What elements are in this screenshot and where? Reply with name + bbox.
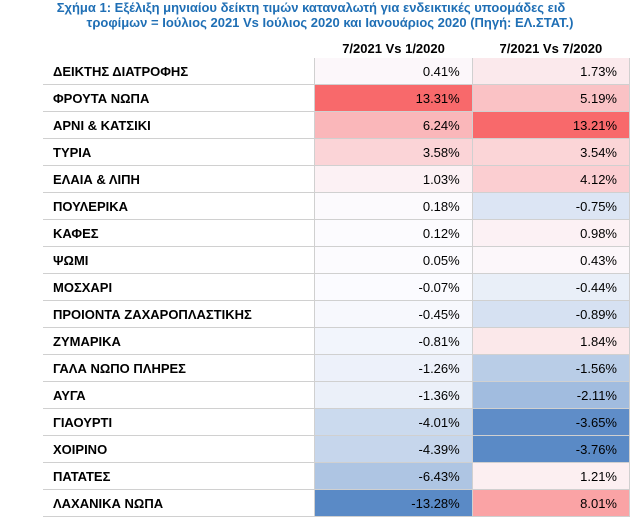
table-row: ΖΥΜΑΡΙΚΑ -0.81% 1.84% xyxy=(43,327,630,355)
heatmap-cell: -0.89% xyxy=(471,300,630,328)
heatmap-cell: -6.43% xyxy=(314,462,473,490)
heatmap-cell: 5.19% xyxy=(471,84,630,112)
row-category-label: ΑΥΓΑ xyxy=(43,381,315,409)
heatmap-cell: 4.12% xyxy=(471,165,630,193)
heatmap-cell: 0.41% xyxy=(314,58,473,85)
table-row: ΠΟΥΛΕΡΙΚΑ 0.18% -0.75% xyxy=(43,192,630,220)
heatmap-cell: 1.73% xyxy=(471,58,630,85)
table-row: ΠΡΟΙΟΝΤΑ ΖΑΧΑΡΟΠΛΑΣΤΙΚΗΣ -0.45% -0.89% xyxy=(43,300,630,328)
row-category-label: ΤΥΡΙΑ xyxy=(43,138,315,166)
row-category-label: ΔΕΙΚΤΗΣ ΔΙΑΤΡΟΦΗΣ xyxy=(43,58,315,85)
table-row: ΠΑΤΑΤΕΣ -6.43% 1.21% xyxy=(43,462,630,490)
heatmap-cell: 1.21% xyxy=(471,462,630,490)
heatmap-cell: -1.26% xyxy=(314,354,473,382)
heatmap-cell: 0.18% xyxy=(314,192,473,220)
heatmap-cell: 3.54% xyxy=(471,138,630,166)
table-row: ΤΥΡΙΑ 3.58% 3.54% xyxy=(43,138,630,166)
chart-title: Σχήμα 1: Εξέλιξη μηνιαίου δείκτη τιμών κ… xyxy=(0,0,630,30)
table-row: ΛΑΧΑΝΙΚΑ ΝΩΠΑ -13.28% 8.01% xyxy=(43,489,630,517)
table-row: ΧΟΙΡΙΝΟ -4.39% -3.76% xyxy=(43,435,630,463)
row-category-label: ΨΩΜΙ xyxy=(43,246,315,274)
table-row: ΑΥΓΑ -1.36% -2.11% xyxy=(43,381,630,409)
row-category-label: ΖΥΜΑΡΙΚΑ xyxy=(43,327,315,355)
heatmap-cell: 0.12% xyxy=(314,219,473,247)
chart-title-line-1: Σχήμα 1: Εξέλιξη μηνιαίου δείκτη τιμών κ… xyxy=(56,0,566,15)
heatmap-cell: -3.65% xyxy=(471,408,630,436)
table-body: ΔΕΙΚΤΗΣ ΔΙΑΤΡΟΦΗΣ 0.41% 1.73% ΦΡΟΥΤΑ ΝΩΠΑ 13… xyxy=(43,58,630,517)
heatmap-cell: -0.44% xyxy=(471,273,630,301)
row-category-label: ΠΟΥΛΕΡΙΚΑ xyxy=(43,192,315,220)
heatmap-cell: 13.21% xyxy=(471,111,630,139)
header-row: 7/2021 Vs 1/2020 7/2021 Vs 7/2020 xyxy=(43,38,630,58)
row-category-label: ΠΡΟΙΟΝΤΑ ΖΑΧΑΡΟΠΛΑΣΤΙΚΗΣ xyxy=(43,300,315,328)
heatmap-cell: -13.28% xyxy=(314,489,473,517)
heatmap-cell: 8.01% xyxy=(471,489,630,517)
row-category-label: ΑΡΝΙ & ΚΑΤΣΙΚΙ xyxy=(43,111,315,139)
row-category-label: ΓΑΛΑ ΝΩΠΟ ΠΛΗΡΕΣ xyxy=(43,354,315,382)
heatmap-cell: -0.75% xyxy=(471,192,630,220)
heatmap-cell: -4.01% xyxy=(314,408,473,436)
heatmap-cell: -0.81% xyxy=(314,327,473,355)
row-category-label: ΕΛΑΙΑ & ΛΙΠΗ xyxy=(43,165,315,193)
heatmap-cell: -0.07% xyxy=(314,273,473,301)
table-row: ΓΑΛΑ ΝΩΠΟ ΠΛΗΡΕΣ -1.26% -1.56% xyxy=(43,354,630,382)
row-category-label: ΜΟΣΧΑΡΙ xyxy=(43,273,315,301)
heatmap-cell: 13.31% xyxy=(314,84,473,112)
heatmap-cell: -4.39% xyxy=(314,435,473,463)
heatmap-cell: -1.56% xyxy=(471,354,630,382)
header-category xyxy=(43,38,315,58)
heatmap-cell: 1.84% xyxy=(471,327,630,355)
table-row: ΓΙΑΟΥΡΤΙ -4.01% -3.65% xyxy=(43,408,630,436)
table-row: ΜΟΣΧΑΡΙ -0.07% -0.44% xyxy=(43,273,630,301)
heatmap-cell: -3.76% xyxy=(471,435,630,463)
chart-title-line-2: τροφίμων = Ιούλιος 2021 Vs Ιούλιος 2020 … xyxy=(86,15,574,30)
row-category-label: ΦΡΟΥΤΑ ΝΩΠΑ xyxy=(43,84,315,112)
heatmap-cell: 0.43% xyxy=(471,246,630,274)
heatmap-cell: 0.98% xyxy=(471,219,630,247)
table-row: ΔΕΙΚΤΗΣ ΔΙΑΤΡΟΦΗΣ 0.41% 1.73% xyxy=(43,58,630,85)
row-category-label: ΠΑΤΑΤΕΣ xyxy=(43,462,315,490)
table-row: ΦΡΟΥΤΑ ΝΩΠΑ 13.31% 5.19% xyxy=(43,84,630,112)
table-row: ΑΡΝΙ & ΚΑΤΣΙΚΙ 6.24% 13.21% xyxy=(43,111,630,139)
table-row: ΕΛΑΙΑ & ΛΙΠΗ 1.03% 4.12% xyxy=(43,165,630,193)
table-row: ΨΩΜΙ 0.05% 0.43% xyxy=(43,246,630,274)
heatmap-cell: -2.11% xyxy=(471,381,630,409)
row-category-label: ΚΑΦΕΣ xyxy=(43,219,315,247)
row-category-label: ΛΑΧΑΝΙΚΑ ΝΩΠΑ xyxy=(43,489,315,517)
heatmap-cell: -1.36% xyxy=(314,381,473,409)
header-col-jul2020: 7/2021 Vs 7/2020 xyxy=(472,38,630,58)
header-col-jan2020: 7/2021 Vs 1/2020 xyxy=(314,38,473,58)
table-row: ΚΑΦΕΣ 0.12% 0.98% xyxy=(43,219,630,247)
heatmap-cell: 1.03% xyxy=(314,165,473,193)
heatmap-cell: 6.24% xyxy=(314,111,473,139)
heatmap-cell: 0.05% xyxy=(314,246,473,274)
row-category-label: ΧΟΙΡΙΝΟ xyxy=(43,435,315,463)
heatmap-cell: 3.58% xyxy=(314,138,473,166)
heatmap-cell: -0.45% xyxy=(314,300,473,328)
heatmap-table: 7/2021 Vs 1/2020 7/2021 Vs 7/2020 ΔΕΙΚΤΗ… xyxy=(43,38,630,517)
row-category-label: ΓΙΑΟΥΡΤΙ xyxy=(43,408,315,436)
